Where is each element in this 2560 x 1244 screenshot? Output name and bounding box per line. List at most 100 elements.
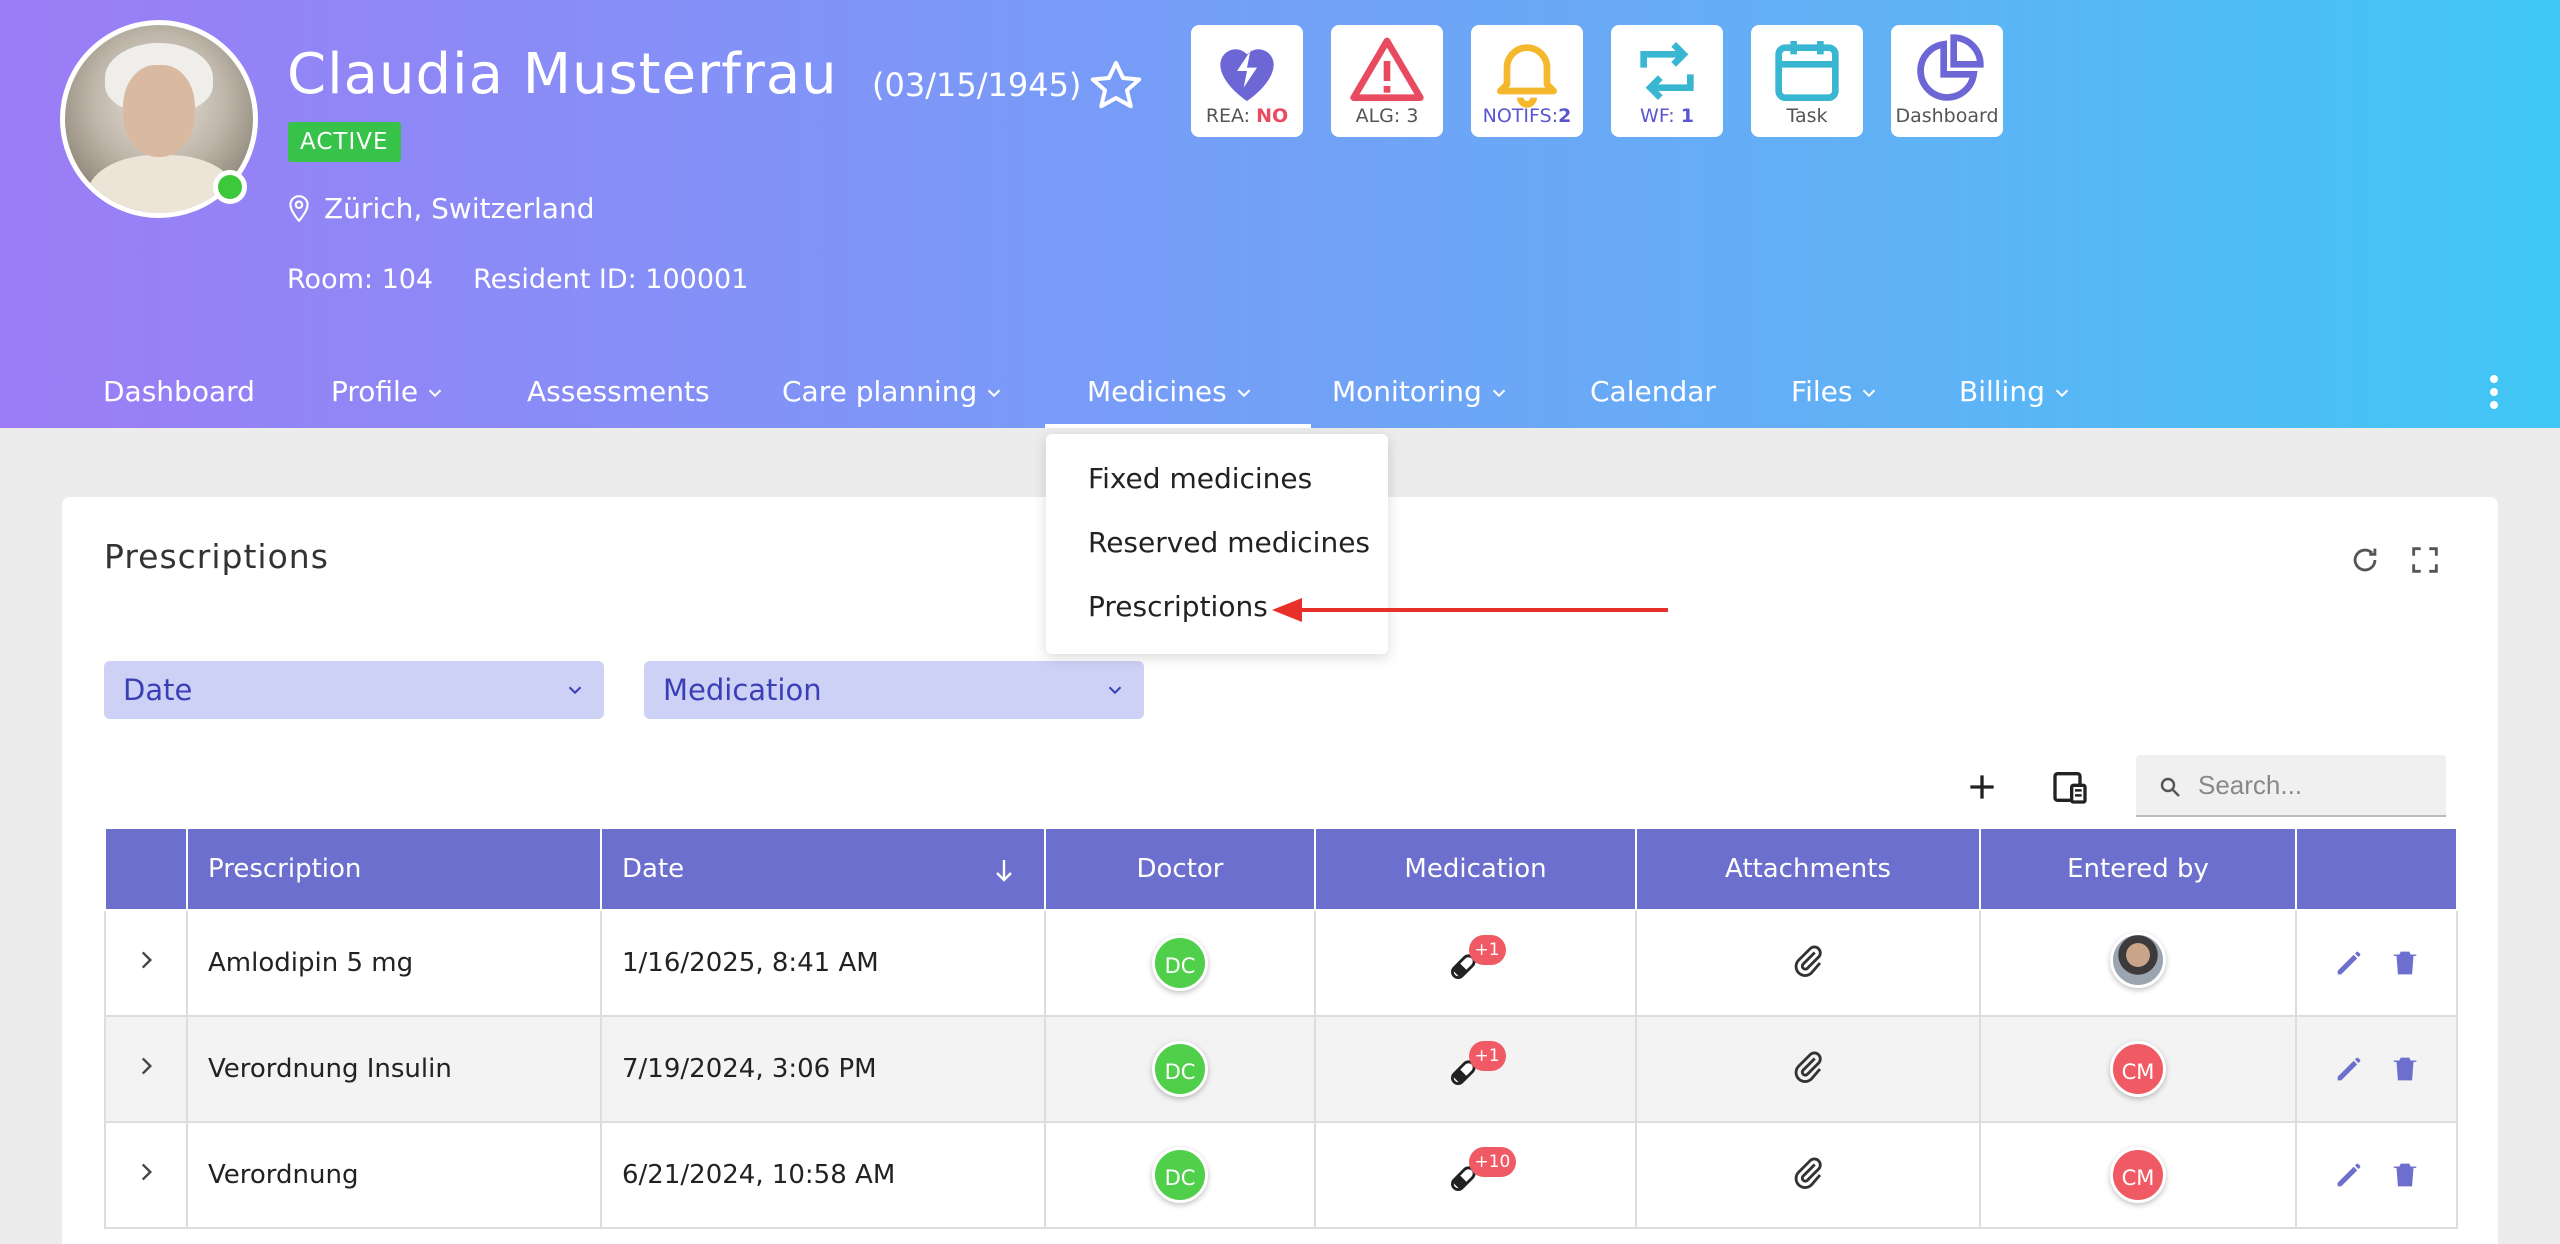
nav-assessments[interactable]: Assessments (527, 375, 710, 408)
room-number: Room: 104 (287, 264, 434, 295)
chevron-down-icon (1108, 686, 1122, 695)
nav-monitoring[interactable]: Monitoring (1332, 372, 1510, 428)
sort-descending-icon (996, 860, 1012, 882)
date-cell: 1/16/2025, 8:41 AM (600, 909, 1046, 1017)
nav-files[interactable]: Files (1791, 372, 1880, 428)
refresh-icon[interactable] (2348, 543, 2382, 577)
column-header-date[interactable]: Date (600, 827, 1046, 911)
location-text: Zürich, Switzerland (324, 192, 595, 225)
resident-name: Claudia Musterfrau (287, 42, 838, 107)
calendar-icon (1775, 41, 1839, 101)
prescription-cell: Verordnung Insulin (186, 1015, 602, 1123)
more-menu-icon[interactable] (2484, 372, 2504, 416)
fullscreen-icon[interactable] (2408, 543, 2442, 577)
main-nav: Dashboard Profile Assessments Care plann… (0, 372, 2560, 428)
workflow-icon (1640, 41, 1694, 101)
allergies-button[interactable]: ALG: 3 (1331, 25, 1443, 137)
search-input[interactable] (2198, 755, 2438, 815)
task-button[interactable]: Task (1751, 25, 1863, 137)
actions-column-header (2295, 827, 2458, 911)
paperclip-icon[interactable] (1790, 1154, 1826, 1190)
edit-icon[interactable] (2332, 946, 2366, 980)
column-header-medication[interactable]: Medication (1314, 827, 1637, 911)
delete-icon[interactable] (2388, 1052, 2422, 1086)
edit-icon[interactable] (2332, 1052, 2366, 1086)
medication-filter[interactable]: Medication (644, 661, 1144, 719)
warning-icon (1350, 37, 1424, 101)
medication-count: +1 (1468, 1040, 1506, 1071)
doctor-avatar[interactable]: DC (1152, 1041, 1208, 1097)
notifications-button[interactable]: NOTIFS:2 (1471, 25, 1583, 137)
edit-icon[interactable] (2332, 1158, 2366, 1192)
resident-id: Resident ID: 100001 (473, 264, 749, 295)
resident-location: Zürich, Switzerland (286, 192, 594, 225)
entered-by-avatar[interactable]: CM (2110, 1147, 2166, 1203)
chevron-down-icon (1237, 389, 1250, 398)
date-cell: 7/19/2024, 3:06 PM (600, 1015, 1046, 1123)
entered-by-avatar[interactable]: CM (2110, 1041, 2166, 1097)
medication-badge[interactable]: +1 (1441, 1040, 1511, 1091)
add-icon[interactable] (1962, 767, 2002, 807)
medication-badge[interactable]: +1 (1441, 934, 1511, 985)
annotation-arrow-icon (1272, 598, 1668, 622)
search-box (2136, 755, 2446, 817)
prescriptions-panel: Prescriptions Date Medication (62, 497, 2498, 1244)
paperclip-icon[interactable] (1790, 1048, 1826, 1084)
delete-icon[interactable] (2388, 946, 2422, 980)
medication-badge[interactable]: +10 (1441, 1146, 1517, 1197)
heart-bolt-icon (1220, 49, 1274, 101)
column-header-entered-by[interactable]: Entered by (1979, 827, 2297, 911)
delete-icon[interactable] (2388, 1158, 2422, 1192)
chevron-down-icon (568, 686, 582, 695)
column-header-attachments[interactable]: Attachments (1635, 827, 1981, 911)
prescriptions-table: Prescription Date Doctor Medication Atta… (104, 827, 2458, 1229)
medication-count: +10 (1468, 1146, 1517, 1177)
nav-dashboard[interactable]: Dashboard (103, 375, 255, 408)
chevron-right-icon[interactable] (133, 1159, 159, 1185)
dashboard-button[interactable]: Dashboard (1891, 25, 2003, 137)
workflow-button[interactable]: WF: 1 (1611, 25, 1723, 137)
nav-calendar[interactable]: Calendar (1590, 375, 1716, 408)
date-filter[interactable]: Date (104, 661, 604, 719)
chevron-down-icon (2055, 389, 2069, 398)
paperclip-icon[interactable] (1790, 942, 1826, 978)
menu-item-fixed-medicines[interactable]: Fixed medicines (1088, 462, 1313, 495)
bell-icon (1497, 44, 1557, 108)
column-header-doctor[interactable]: Doctor (1044, 827, 1316, 911)
panel-title: Prescriptions (104, 537, 329, 576)
table-header-row: Prescription Date Doctor Medication Atta… (104, 827, 2458, 911)
location-pin-icon (289, 194, 309, 222)
menu-item-prescriptions[interactable]: Prescriptions (1088, 590, 1268, 623)
chevron-right-icon[interactable] (133, 947, 159, 973)
table-row[interactable]: Amlodipin 5 mg 1/16/2025, 8:41 AM DC +1 (104, 909, 2458, 1017)
chevron-down-icon (428, 389, 442, 398)
chevron-right-icon[interactable] (133, 1053, 159, 1079)
prescription-cell: Verordnung (186, 1121, 602, 1229)
resident-meta: Room: 104 Resident ID: 100001 (287, 264, 748, 295)
nav-medicines[interactable]: Medicines (1045, 372, 1311, 428)
nav-care-planning[interactable]: Care planning (782, 372, 1005, 428)
favorite-star-icon[interactable] (1086, 56, 1146, 116)
rea-status-button[interactable]: REA: NO (1191, 25, 1303, 137)
column-settings-icon[interactable] (2050, 767, 2090, 807)
online-status-dot (213, 170, 247, 204)
table-row[interactable]: Verordnung Insulin 7/19/2024, 3:06 PM DC… (104, 1015, 2458, 1123)
resident-dob: (03/15/1945) (872, 66, 1082, 104)
prescription-cell: Amlodipin 5 mg (186, 909, 602, 1017)
menu-item-reserved-medicines[interactable]: Reserved medicines (1088, 526, 1371, 559)
column-header-prescription[interactable]: Prescription (186, 827, 602, 911)
search-icon (2160, 777, 2180, 797)
doctor-avatar[interactable]: DC (1152, 935, 1208, 991)
chevron-down-icon (988, 389, 1001, 398)
medication-count: +1 (1468, 934, 1506, 965)
medicines-dropdown-menu: Fixed medicines Reserved medicines Presc… (1046, 434, 1388, 654)
chevron-down-icon (1863, 389, 1876, 398)
chevron-down-icon (1492, 389, 1505, 398)
expand-column-header (104, 827, 188, 911)
doctor-avatar[interactable]: DC (1152, 1147, 1208, 1203)
nav-billing[interactable]: Billing (1959, 372, 2073, 428)
table-row[interactable]: Verordnung 6/21/2024, 10:58 AM DC +10 CM (104, 1121, 2458, 1229)
resident-avatar[interactable] (60, 20, 258, 218)
entered-by-avatar[interactable] (2110, 931, 2166, 988)
nav-profile[interactable]: Profile (331, 372, 446, 428)
